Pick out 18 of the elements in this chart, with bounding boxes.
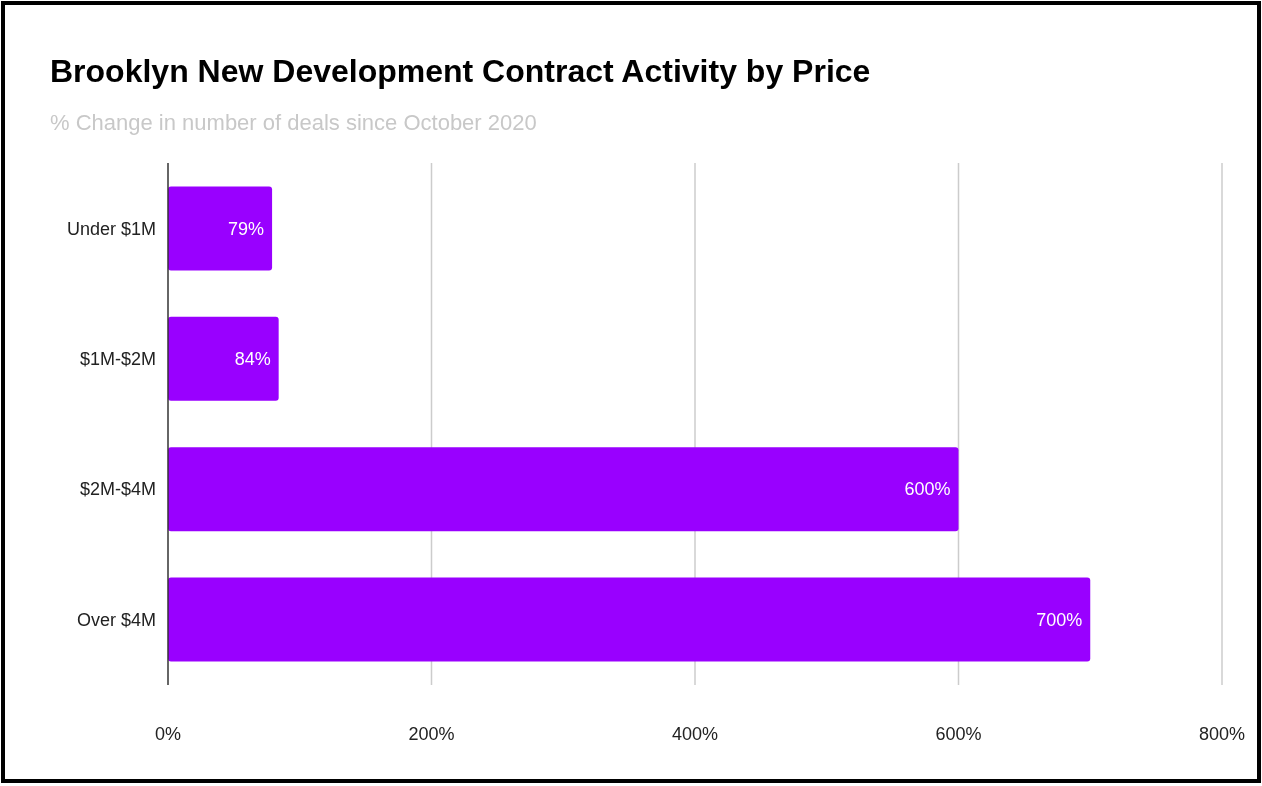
x-tick-label: 200% (408, 724, 455, 744)
bar (168, 447, 959, 532)
y-tick-label: $1M-$2M (79, 349, 156, 370)
data-label: 700% (1036, 609, 1083, 630)
data-label: 600% (904, 479, 951, 500)
data-label: 84% (234, 349, 271, 370)
bar (168, 186, 273, 271)
y-tick-label: Over $4M (76, 609, 156, 630)
bar (168, 577, 1091, 662)
x-tick-label: 400% (671, 724, 719, 744)
y-tick-label: Under $1M (66, 218, 156, 239)
x-tick-label: 0% (154, 724, 182, 744)
x-tick-label: 600% (935, 724, 982, 744)
data-label: 79% (228, 218, 265, 239)
bar (168, 316, 279, 401)
y-tick-label: $2M-$4M (79, 479, 156, 500)
x-tick-label: 800% (1198, 724, 1246, 744)
chart-title: Brooklyn New Development Contract Activity by Price (50, 53, 871, 89)
